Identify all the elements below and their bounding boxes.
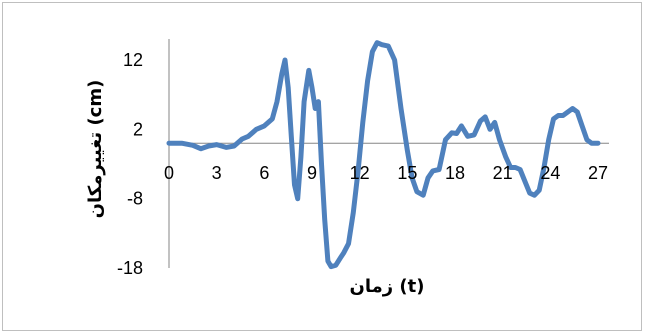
- x-tick-label: 0: [164, 163, 174, 183]
- series-layer: [166, 40, 601, 270]
- x-tick-label: 18: [445, 163, 465, 183]
- y-tick-label: 2: [133, 119, 143, 139]
- x-tick-label: 6: [259, 163, 269, 183]
- y-axis-title: تغییرمکان (cm): [85, 80, 106, 219]
- x-tick-label: 27: [588, 163, 608, 183]
- y-tick-label: 12: [123, 50, 143, 70]
- y-tick-label: -8: [127, 189, 143, 209]
- x-tick-label: 15: [397, 163, 417, 183]
- chart-area: 0 3 6 9 12 15 18 21 24 27 -18 -8 2 12 زمان (t) تغییرم…: [2, 2, 642, 331]
- x-tick-label: 24: [540, 163, 560, 183]
- series-line: [166, 40, 601, 270]
- x-tick-label: 3: [212, 163, 222, 183]
- line-chart: 0 3 6 9 12 15 18 21 24 27 -18 -8 2 12 زمان (t) تغییرم…: [85, 39, 609, 297]
- x-tick-label: 12: [350, 163, 370, 183]
- x-tick-label: 21: [493, 163, 513, 183]
- axes: [168, 39, 609, 268]
- x-tick-label: 9: [307, 163, 317, 183]
- tick-labels: 0 3 6 9 12 15 18 21 24 27 -18 -8 2 12: [117, 50, 608, 278]
- y-tick-label: -18: [117, 258, 143, 278]
- x-axis-title: زمان (t): [350, 276, 425, 297]
